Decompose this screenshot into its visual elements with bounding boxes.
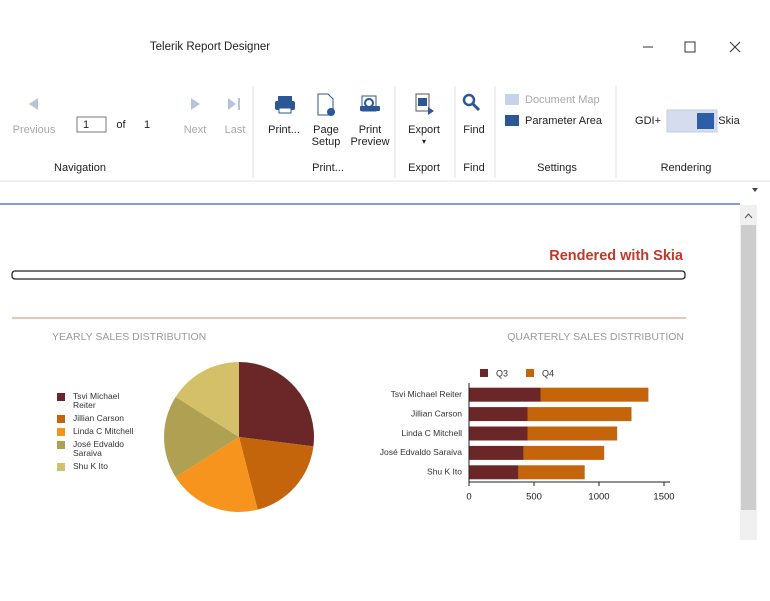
collapse-arrow[interactable] [752,188,758,192]
bar-segment [540,387,649,402]
document-map[interactable]: Document Map [525,94,600,106]
legend: Tsvi Michael Reiter Jillian Carson Linda C… [57,392,135,475]
legend-item: Jillian Carson [57,414,135,423]
previous[interactable]: Previous [12,124,56,136]
group-label: Export [408,162,440,174]
legend-label: Shu K Ito [73,461,108,471]
export-arrow[interactable]: ▾ [421,137,427,146]
group-label: Navigation [54,162,106,174]
previous-icon[interactable] [29,98,38,110]
bar-segment [469,387,541,402]
legend-item: Shu K Ito [57,462,135,471]
window-title: Telerik Report Designer [149,41,271,53]
legend-label: Jillian Carson [73,413,125,423]
find[interactable]: Find [463,124,485,136]
legend-label: Tsvi Michael Reiter [73,391,120,410]
parameter-area[interactable]: Parameter Area [525,115,603,127]
scroll-up[interactable] [744,213,753,219]
of: of [116,119,126,131]
bar-segment [527,407,632,422]
legend-item: José Edvaldo Saraiva [57,440,135,458]
next-icon[interactable] [191,98,200,110]
scroll-thumb[interactable] [741,225,756,510]
page-number[interactable]: 1 [83,119,90,131]
total-pages: 1 [143,119,151,131]
print[interactable]: Print... [268,124,300,136]
legend-label: Q3 [496,368,508,378]
legend-label: José Edvaldo Saraiva [73,439,125,458]
group-label: Rendering [660,162,712,174]
category-label: Tsvi Michael Reiter [391,389,462,399]
print-preview[interactable]: Print Preview [350,124,390,148]
chart-title: QUARTERLY SALES DISTRIBUTION [507,331,684,343]
pie-slice [175,362,239,437]
bar-segment [469,445,524,460]
category-label: José Edvaldo Saraiva [380,447,462,457]
export[interactable]: Export [408,124,440,136]
page-input[interactable] [76,116,107,133]
bar-segment [527,426,618,441]
bar-segment [518,465,585,480]
legend-swatch [480,369,488,377]
bar-segment [469,407,528,422]
print-icons [275,93,481,116]
next[interactable]: Next [183,124,207,136]
legend-label: Q4 [542,368,554,378]
legend-swatch [57,441,65,449]
bar-segment [523,445,605,460]
pie-slice [164,396,239,478]
category-label: Shu K Ito [427,467,462,477]
group-label: Settings [537,162,577,174]
close[interactable] [729,41,741,53]
x-tick-label: 1500 [653,492,674,503]
document-map-icon[interactable] [505,94,519,105]
separators [0,86,770,182]
legend-item: Tsvi Michael Reiter [57,392,135,410]
pie-slice [175,437,258,512]
skia-option[interactable]: Skia [718,115,740,127]
last-icon[interactable] [228,98,240,110]
pie-slice [239,362,314,447]
bar-segment [469,465,519,480]
legend-swatch [57,428,65,436]
x-tick-label: 500 [526,492,542,503]
legend-swatch [57,393,65,401]
x-tick-label: 1000 [588,492,609,503]
category-label: Jillian Carson [411,408,462,418]
double-rule [11,270,686,280]
last[interactable]: Last [224,124,246,136]
legend-item: Linda C Mitchell [57,427,135,436]
parameter-area-icon[interactable] [505,115,519,126]
legend-swatch [57,463,65,471]
gdi-option[interactable]: GDI+ [635,115,661,127]
legend-swatch [526,369,534,377]
pie-slice [239,437,314,510]
chart-title: YEARLY SALES DISTRIBUTION [52,331,207,343]
legend-label: Linda C Mitchell [73,426,134,436]
bar-segment [469,426,528,441]
toggle-knob [697,113,714,129]
x-tick-label: 0 [466,492,471,503]
group-label: Print... [312,162,344,174]
group-label: Find [463,162,485,174]
page-setup[interactable]: Page Setup [311,124,341,148]
category-label: Linda C Mitchell [402,428,463,438]
maximize[interactable] [684,41,696,53]
legend-swatch [57,415,65,423]
report-heading: Rendered with Skia [549,248,683,264]
